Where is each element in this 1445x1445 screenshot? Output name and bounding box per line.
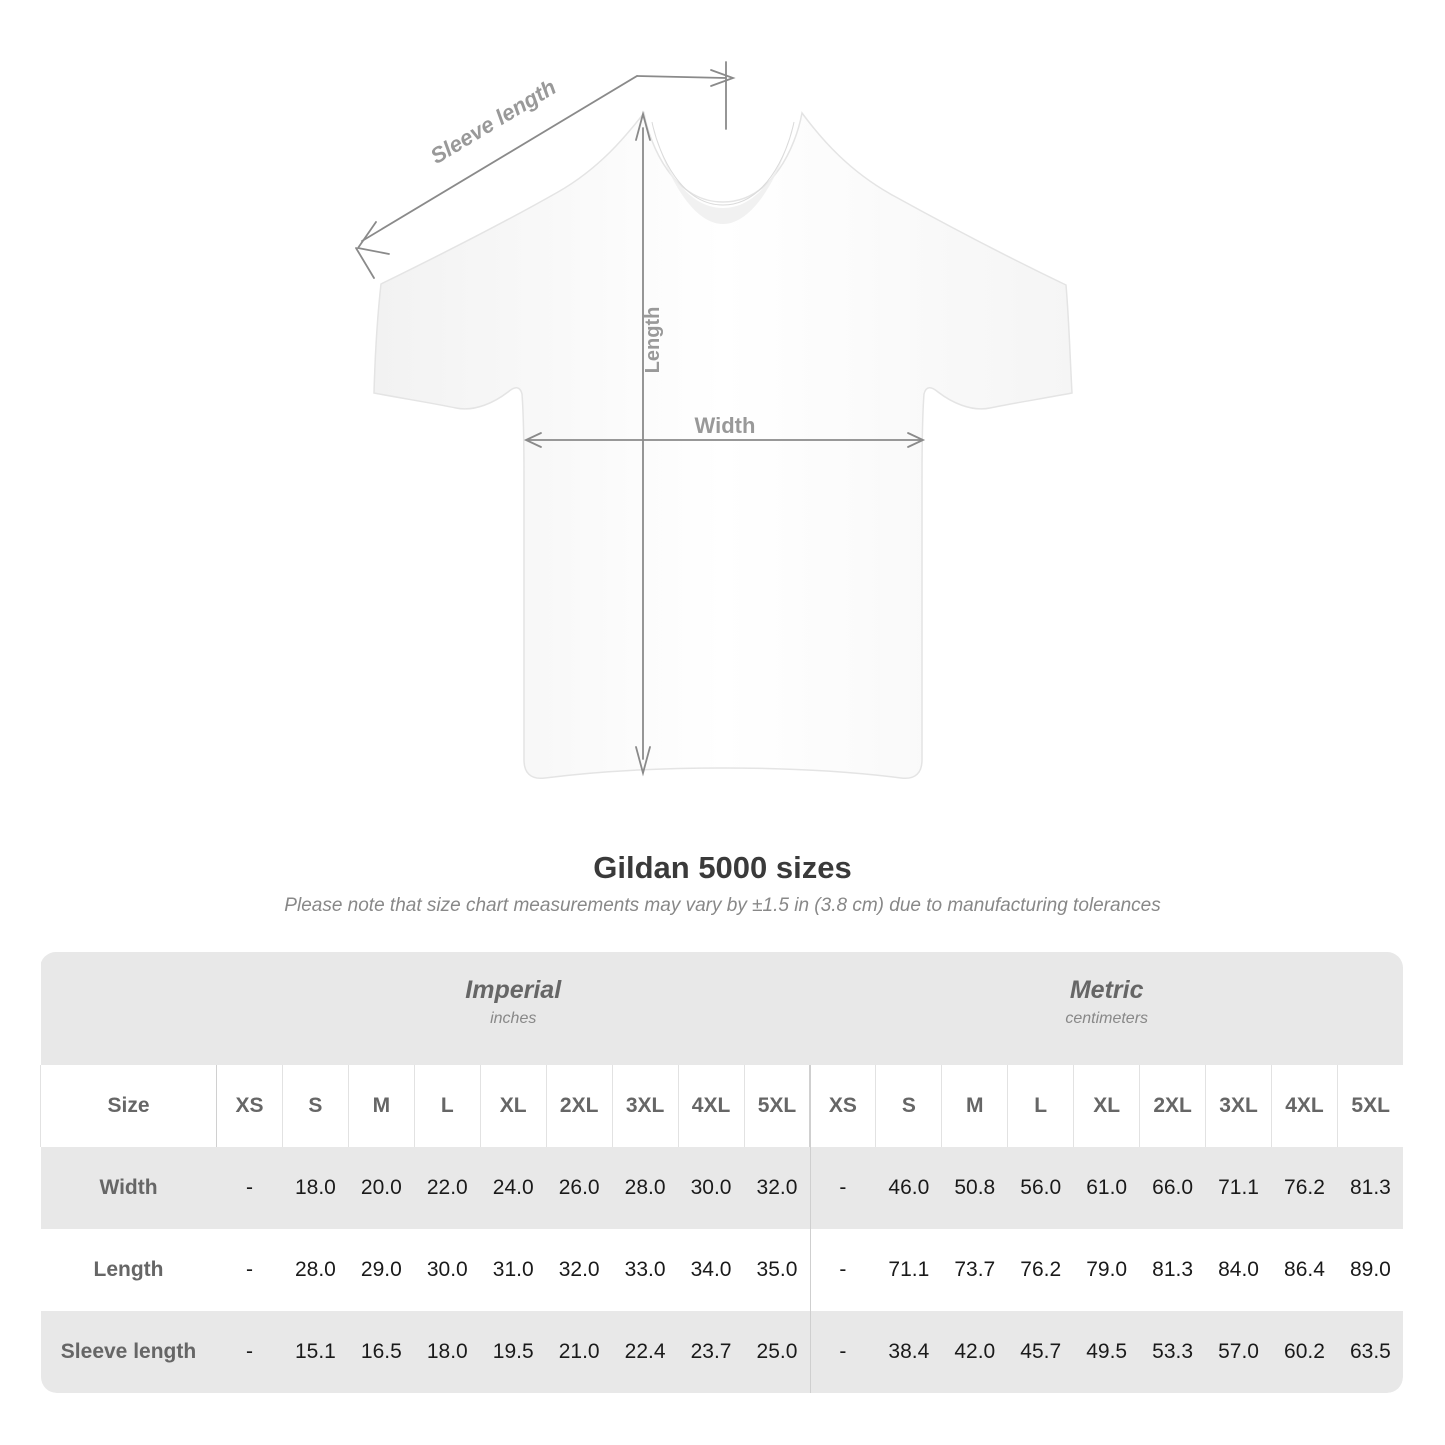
svg-text:Sleeve length: Sleeve length xyxy=(426,74,560,168)
svg-text:Length: Length xyxy=(642,307,664,374)
svg-text:Width: Width xyxy=(695,413,756,438)
